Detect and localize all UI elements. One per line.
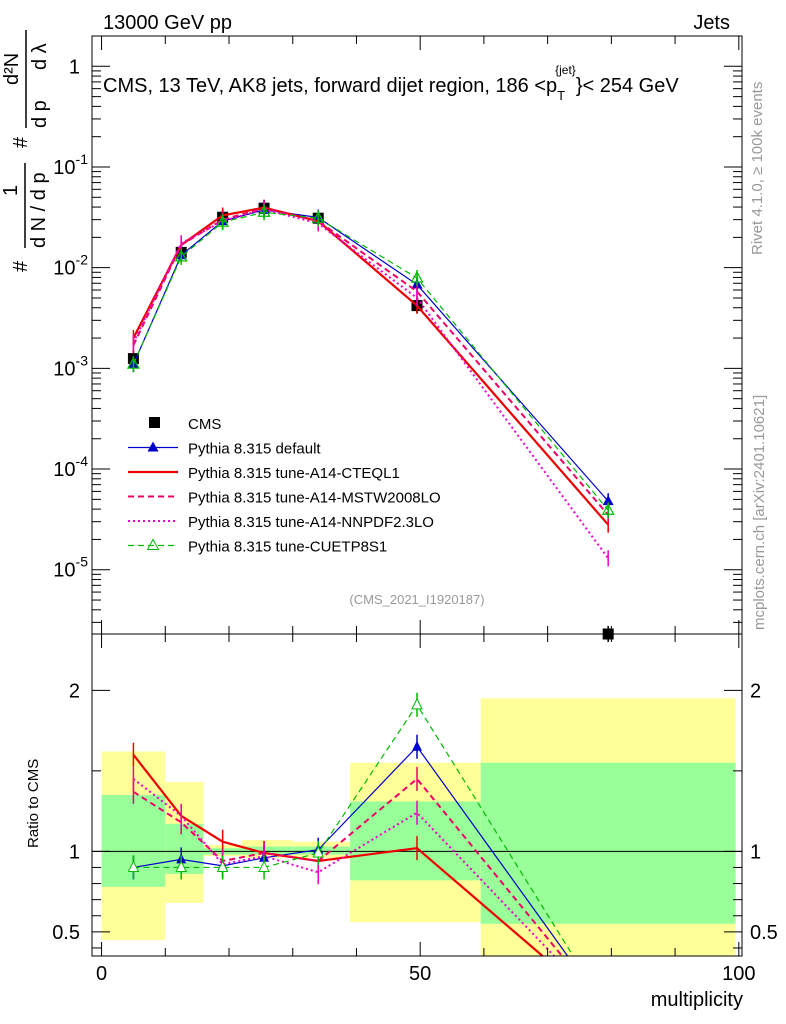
ylabel-dlambda: d λ [29,43,51,70]
ratio-bands [92,698,742,956]
ratio-marker-open-triangle [312,845,325,858]
legend-marker-open-triangle [146,538,160,550]
ylabel-dpT: d p [29,100,51,128]
ratio-ylabel: Ratio to CMS [25,759,42,848]
marker-open-triangle [174,249,188,262]
mcplots-label: mcplots.cern.ch [arXiv:2401.10621] [751,395,768,630]
marker-open-triangle [311,210,325,223]
ratio-marker-open-triangle [216,860,229,872]
x-tick-label: 0 [96,963,107,985]
marker-open-triangle [601,502,615,515]
ratio-marker-triangle [412,740,422,751]
ratio-axes: 0.5 0.5 1 1 2 2 0 50 100 [52,634,778,985]
x-axis-label: multiplicity [651,989,743,1011]
ratio-y-tick-label-right: 2 [750,680,761,702]
ylabel-dN: d N / d p [28,172,50,248]
ratio-series [127,692,574,957]
main-y-tick-label: 10-4 [53,453,88,481]
marker-open-triangle [410,270,424,283]
x-tick-label: 100 [722,963,755,985]
ratio-marker-open-triangle [175,860,188,872]
main-y-tick-label: 10-5 [53,554,88,582]
ratio-y-tick-label: 2 [69,680,80,702]
main-axes: 1 10-1 10-2 10-3 10-4 10-5 [53,35,742,634]
main-y-tick-label: 10-2 [53,252,88,280]
legend-marker-square [149,417,160,428]
ratio-y-tick-label-right: 0.5 [750,922,778,944]
main-y-tick-label: 1 [69,56,80,78]
plot-title: CMS, 13 TeV, AK8 jets, forward dijet reg… [103,63,679,103]
ratio-marker-open-triangle [258,860,270,872]
ratio-y-tick-label-right: 1 [750,841,761,863]
legend-label: CMS [188,416,221,433]
analysis-id: (CMS_2021_I1920187) [349,592,484,607]
marker-open-triangle [216,214,230,227]
marker-open-triangle [257,205,271,217]
ratio-marker-open-triangle [127,860,140,872]
main-y-tick-label: 10-1 [53,151,88,179]
ratio-y-tick-label: 0.5 [52,922,80,944]
rivet-label: Rivet 4.1.0, ≥ 100k events [749,82,766,255]
ylabel-hash-2: # [10,136,32,148]
main-ylabel: # 1 d N / d p # d²N d p d λ [0,30,51,272]
legend: CMS Pythia 8.315 default Pythia 8.315 tune… [128,416,441,556]
main-y-tick-label: 10-3 [53,352,88,380]
ylabel-d2N: d²N [1,53,23,85]
ylabel-hash-1: # [10,260,32,272]
legend-label: Pythia 8.315 tune-A14-CTEQL1 [188,465,400,482]
header-left: 13000 GeV pp [103,12,232,34]
uncertainty-band-green [480,762,736,924]
ratio-marker-open-triangle [411,697,423,710]
legend-label: Pythia 8.315 tune-A14-NNPDF2.3LO [188,514,434,531]
ratio-y-tick-label: 1 [69,841,80,863]
marker-filled-triangle [602,495,614,506]
main-series [126,199,615,642]
x-tick-label: 50 [409,963,431,985]
legend-label: Pythia 8.315 default [188,441,321,458]
uncertainty-band-green [165,823,204,874]
legend-marker-triangle [147,441,159,452]
legend-label: Pythia 8.315 tune-A14-MSTW2008LO [188,490,441,507]
legend-label: Pythia 8.315 tune-CUETP8S1 [188,539,387,556]
ylabel-one: 1 [0,185,22,196]
marker-open-triangle [126,356,140,369]
ratio-frame [91,633,743,957]
header-right: Jets [693,12,730,34]
uncertainty-band-green [241,846,293,855]
